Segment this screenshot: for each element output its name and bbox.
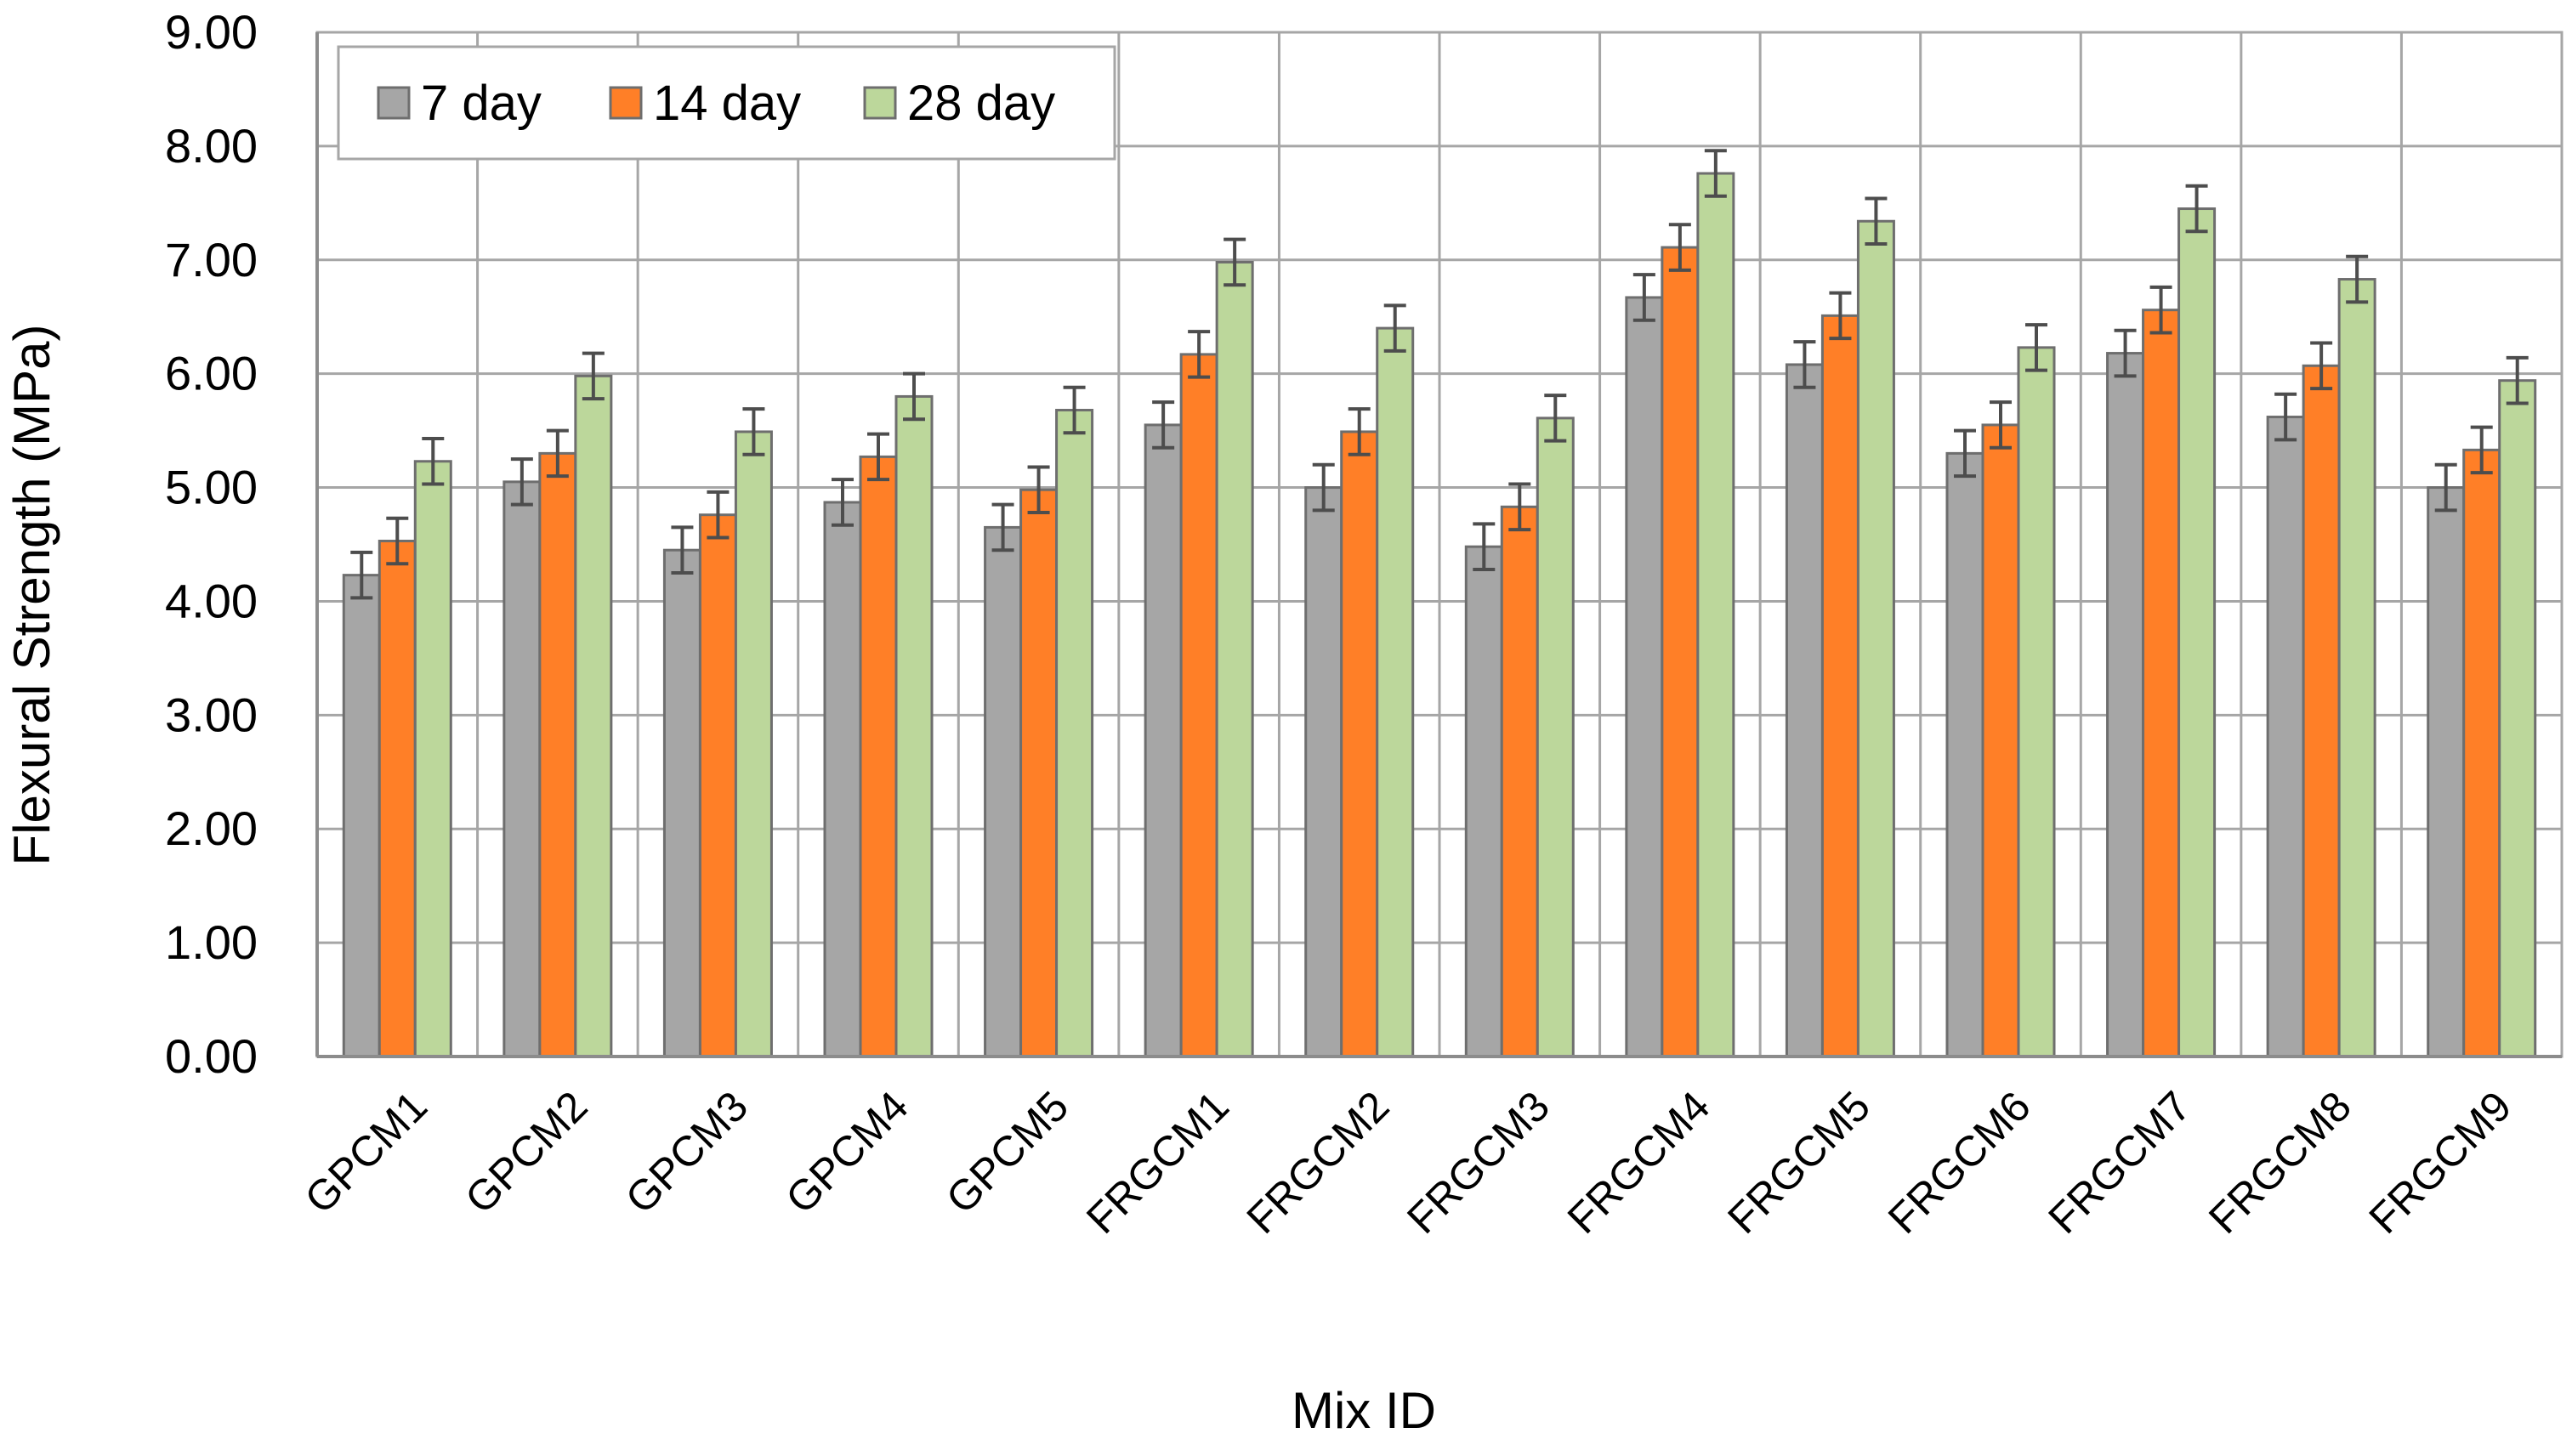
y-tick-label: 2.00 xyxy=(165,802,258,855)
y-tick-label: 9.00 xyxy=(165,5,258,59)
legend-label: 7 day xyxy=(421,76,542,131)
bars xyxy=(342,149,2537,1058)
bar-frgcm1-28-day xyxy=(1215,260,1254,1058)
legend-label: 14 day xyxy=(653,76,801,131)
bar-gpcm4-28-day xyxy=(894,394,934,1058)
axes xyxy=(315,32,2562,1058)
bar-frgcm3-14-day xyxy=(1500,505,1539,1058)
bar-gpcm3-7-day xyxy=(662,548,701,1058)
x-tick-label: FRGCM8 xyxy=(2200,1082,2360,1243)
bar-frgcm5-28-day xyxy=(1856,219,1895,1058)
bar-frgcm3-28-day xyxy=(1536,416,1575,1058)
bar-frgcm1-7-day xyxy=(1144,423,1183,1058)
bar-frgcm9-14-day xyxy=(2462,448,2501,1058)
y-tick-label: 4.00 xyxy=(165,574,258,627)
legend: 7 day 14 day 28 day xyxy=(337,45,1116,161)
bar-frgcm2-14-day xyxy=(1340,430,1379,1058)
y-tick-label: 6.00 xyxy=(165,347,258,400)
legend-box xyxy=(337,45,1116,161)
x-axis-title: Mix ID xyxy=(1292,1382,1436,1439)
bar-frgcm4-7-day xyxy=(1625,296,1664,1058)
legend-label: 28 day xyxy=(907,76,1055,131)
y-tick-labels: 0.00 1.00 2.00 3.00 4.00 5.00 6.00 7.00 8.00 9.00 xyxy=(165,5,258,1083)
bar-gpcm3-28-day xyxy=(734,430,773,1058)
bar-gpcm4-14-day xyxy=(859,455,898,1058)
x-tick-label: FRGCM5 xyxy=(1718,1082,1879,1243)
x-tick-label: FRGCM3 xyxy=(1398,1082,1559,1243)
bar-gpcm2-7-day xyxy=(502,480,542,1058)
legend-swatch-7-day xyxy=(377,86,411,120)
bar-frgcm5-7-day xyxy=(1785,363,1824,1058)
bar-gpcm1-14-day xyxy=(378,539,417,1058)
bar-frgcm7-28-day xyxy=(2177,207,2217,1058)
y-tick-label: 7.00 xyxy=(165,233,258,286)
x-tick-label: GPCM1 xyxy=(296,1082,436,1222)
x-tick-label: GPCM5 xyxy=(937,1082,1077,1222)
bar-gpcm2-14-day xyxy=(538,451,577,1058)
bar-frgcm8-14-day xyxy=(2302,364,2341,1058)
bar-frgcm3-7-day xyxy=(1464,545,1503,1058)
bar-gpcm4-7-day xyxy=(823,501,862,1058)
bar-gpcm5-7-day xyxy=(984,525,1023,1058)
y-tick-label: 3.00 xyxy=(165,688,258,741)
bar-frgcm2-28-day xyxy=(1376,326,1415,1058)
bar-frgcm1-14-day xyxy=(1179,353,1218,1058)
bar-frgcm8-28-day xyxy=(2337,278,2376,1058)
x-tick-label: FRGCM4 xyxy=(1559,1082,1719,1243)
bar-frgcm8-7-day xyxy=(2266,416,2305,1058)
bar-frgcm7-14-day xyxy=(2142,309,2181,1058)
y-tick-label: 5.00 xyxy=(165,461,258,514)
bar-gpcm3-14-day xyxy=(698,513,737,1058)
legend-swatch-28-day xyxy=(863,86,897,120)
bar-frgcm7-7-day xyxy=(2106,352,2145,1058)
x-tick-label: FRGCM7 xyxy=(2039,1082,2200,1243)
bar-frgcm6-14-day xyxy=(1981,423,2020,1058)
bar-frgcm4-14-day xyxy=(1661,246,1700,1058)
bar-frgcm6-7-day xyxy=(1945,451,1984,1058)
bar-frgcm4-28-day xyxy=(1696,172,1735,1058)
y-tick-label: 0.00 xyxy=(165,1029,258,1083)
bar-frgcm9-28-day xyxy=(2498,379,2537,1058)
bar-gpcm1-28-day xyxy=(413,460,452,1058)
bar-gpcm5-14-day xyxy=(1019,488,1059,1058)
bar-frgcm9-7-day xyxy=(2427,486,2466,1058)
x-tick-label: FRGCM6 xyxy=(1879,1082,2040,1243)
x-tick-labels: GPCM1 GPCM2 GPCM3 GPCM4 GPCM5 FRGCM1 FRGCM2 FRG… xyxy=(296,1082,2521,1243)
y-tick-label: 8.00 xyxy=(165,119,258,173)
y-tick-label: 1.00 xyxy=(165,915,258,969)
bar-frgcm5-14-day xyxy=(1820,314,1859,1058)
bar-gpcm1-7-day xyxy=(342,574,381,1058)
legend-swatch-14-day xyxy=(609,86,643,120)
x-tick-label: GPCM2 xyxy=(456,1082,596,1222)
x-tick-label: GPCM3 xyxy=(616,1082,757,1222)
bar-gpcm2-28-day xyxy=(574,374,613,1058)
x-tick-label: FRGCM2 xyxy=(1238,1082,1399,1243)
x-tick-label: FRGCM9 xyxy=(2360,1082,2521,1243)
x-tick-label: FRGCM1 xyxy=(1077,1082,1238,1243)
grid xyxy=(315,31,2563,1058)
x-tick-label: GPCM4 xyxy=(776,1082,917,1222)
bar-frgcm6-28-day xyxy=(2017,346,2056,1058)
bar-frgcm2-7-day xyxy=(1304,486,1343,1058)
bar-gpcm5-28-day xyxy=(1055,409,1094,1058)
y-axis-title: Flexural Strength (MPa) xyxy=(3,325,60,866)
